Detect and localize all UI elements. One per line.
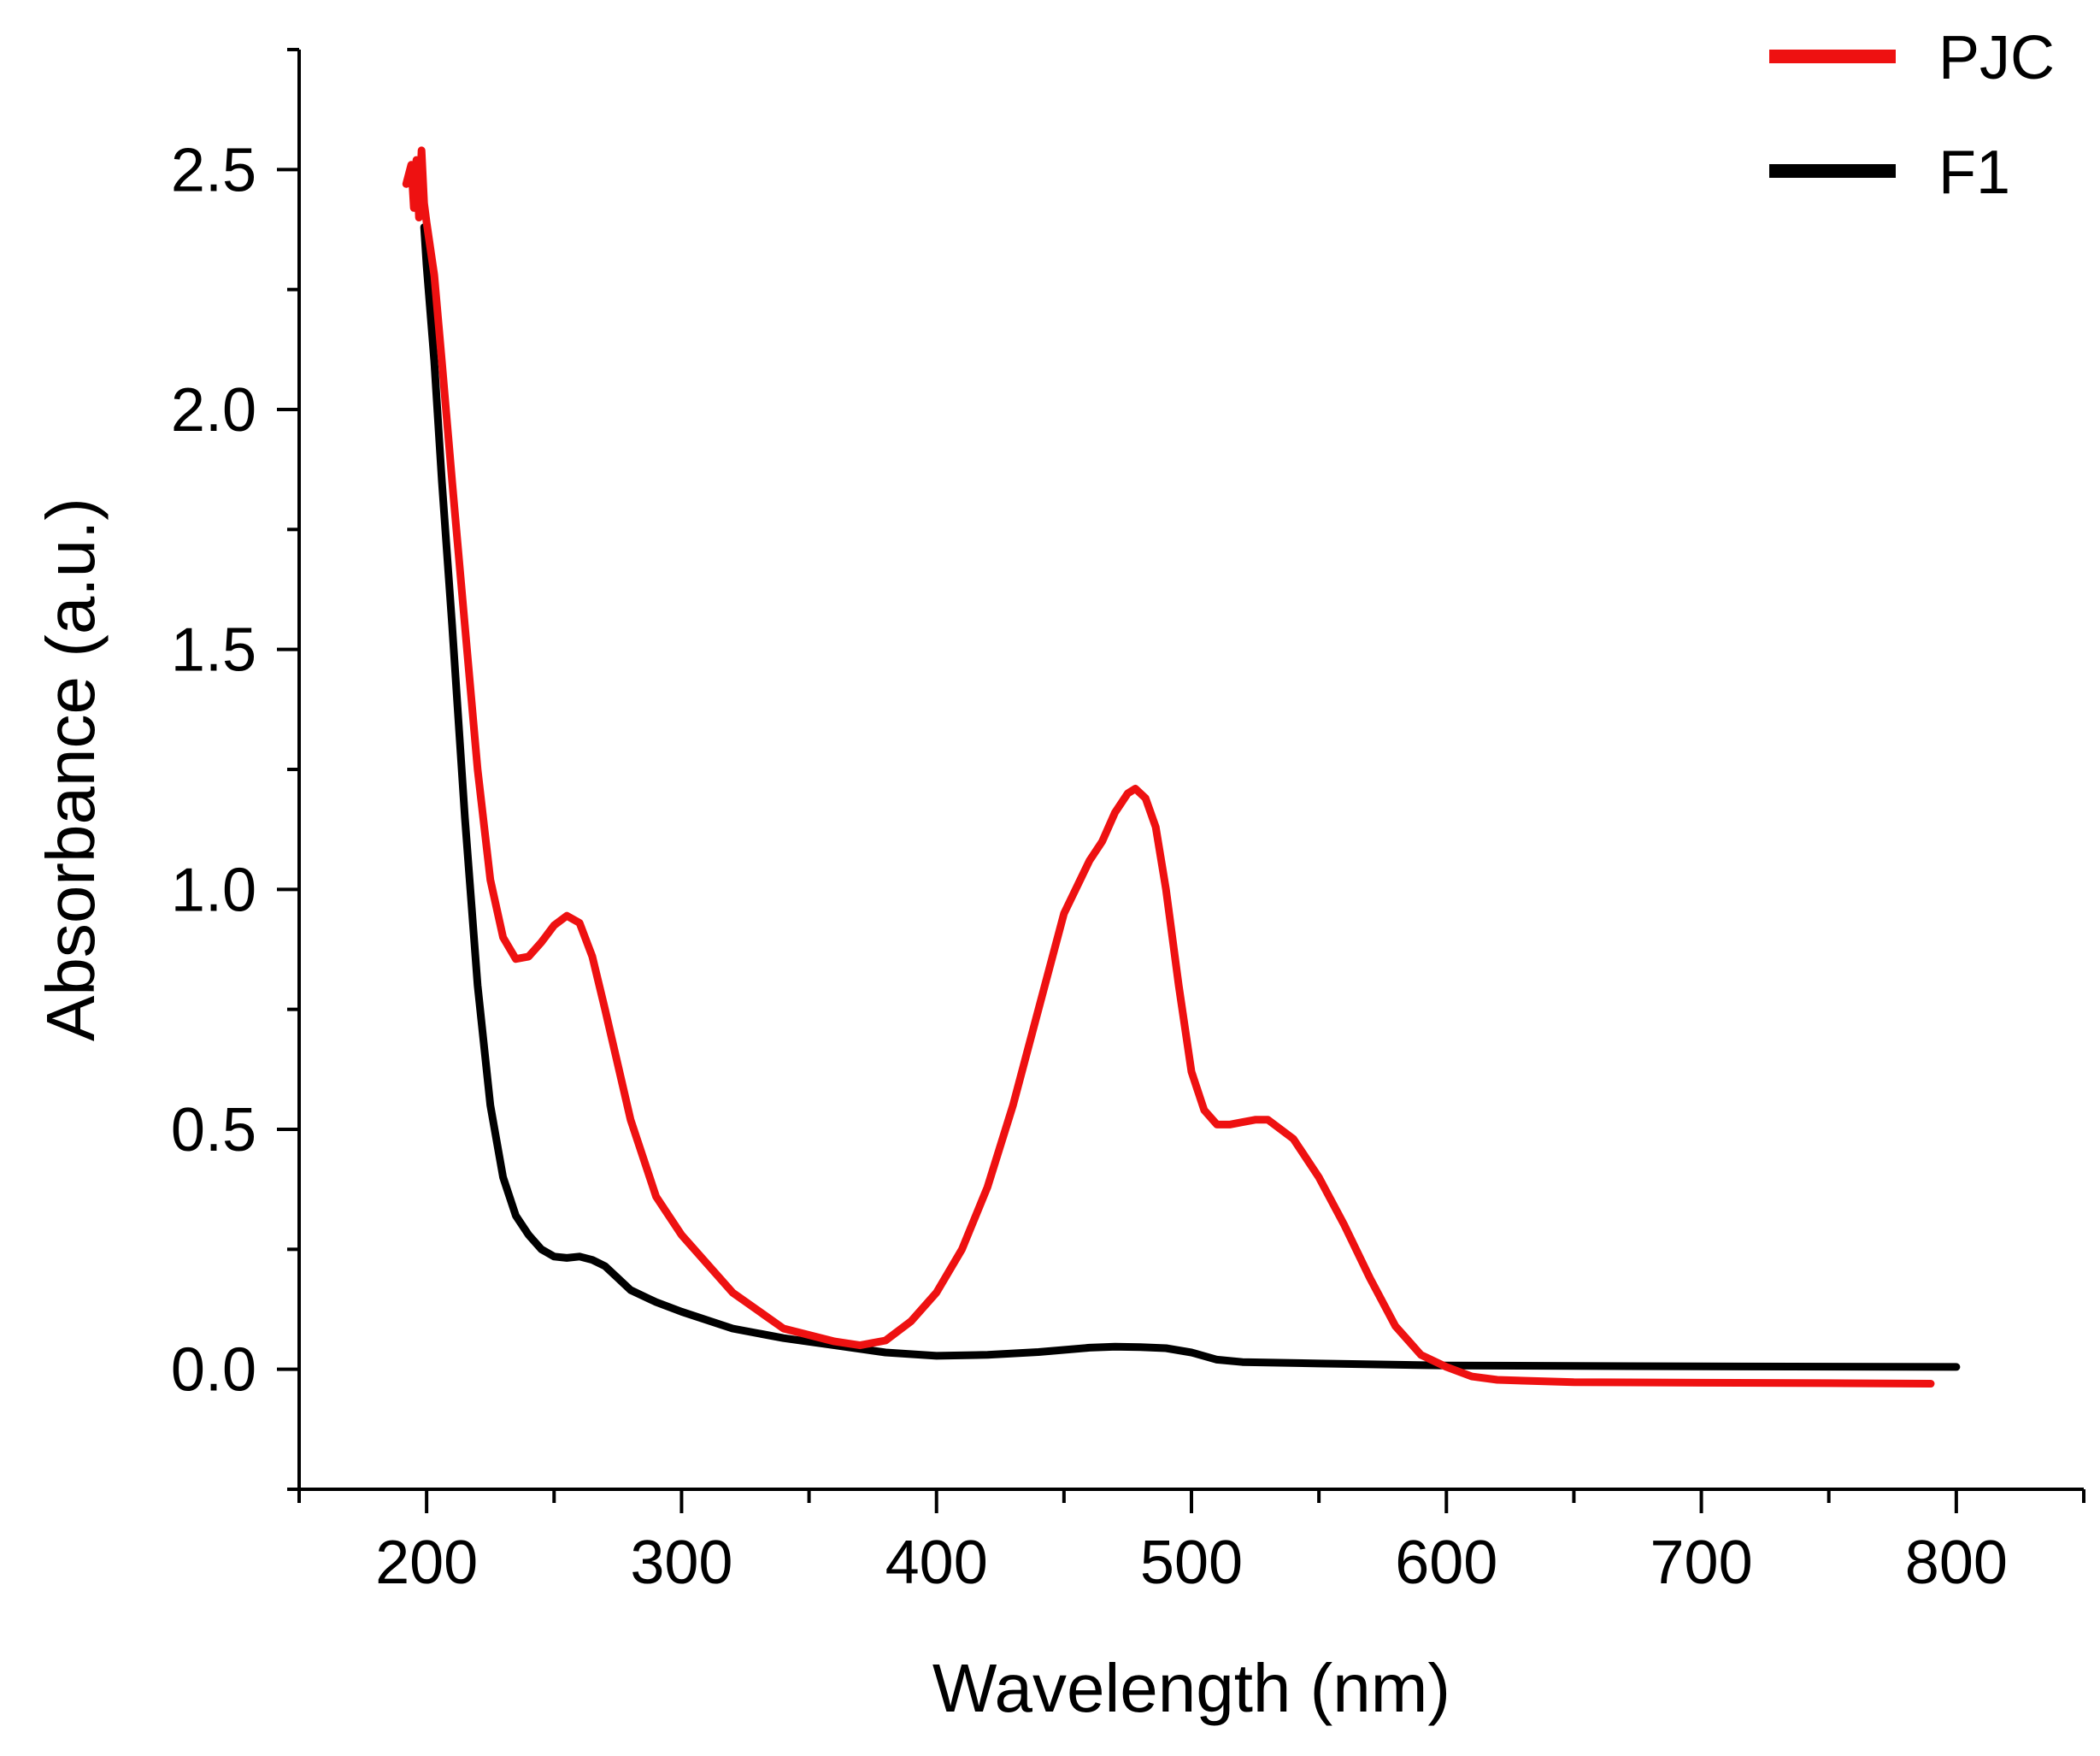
legend-label-pjc: PJC: [1938, 24, 2055, 92]
y-axis-title: Absorbance (a.u.): [32, 498, 109, 1041]
x-tick-label: 200: [375, 1529, 478, 1597]
tick-labels: 200 300 400 500 600 700 800 0.0 0.5 1.0 1.5 2.0 2.5: [171, 136, 2008, 1597]
axes: [297, 50, 2084, 1491]
x-tick-label: 600: [1395, 1529, 1497, 1597]
x-tick-label: 800: [1905, 1529, 2008, 1597]
x-tick-label: 400: [885, 1529, 988, 1597]
series-line-pjc: [402, 146, 1935, 1388]
x-tick-label: 500: [1140, 1529, 1243, 1597]
x-axis-title: Wavelength (nm): [932, 1650, 1450, 1726]
y-tick-label: 2.5: [171, 136, 256, 204]
series-line-f1: [420, 223, 1961, 1371]
legend-label-f1: F1: [1938, 138, 2010, 207]
y-tick-label: 0.5: [171, 1096, 256, 1164]
x-tick-label: 700: [1650, 1529, 1753, 1597]
series-lines: [402, 146, 1961, 1388]
y-tick-label: 0.0: [171, 1336, 256, 1405]
y-tick-label: 1.5: [171, 616, 256, 685]
y-tick-label: 2.0: [171, 376, 256, 445]
x-tick-label: 300: [630, 1529, 732, 1597]
y-tick-label: 1.0: [171, 856, 256, 924]
ticks: [277, 48, 2085, 1513]
legend: PJC F1: [1769, 24, 2055, 207]
